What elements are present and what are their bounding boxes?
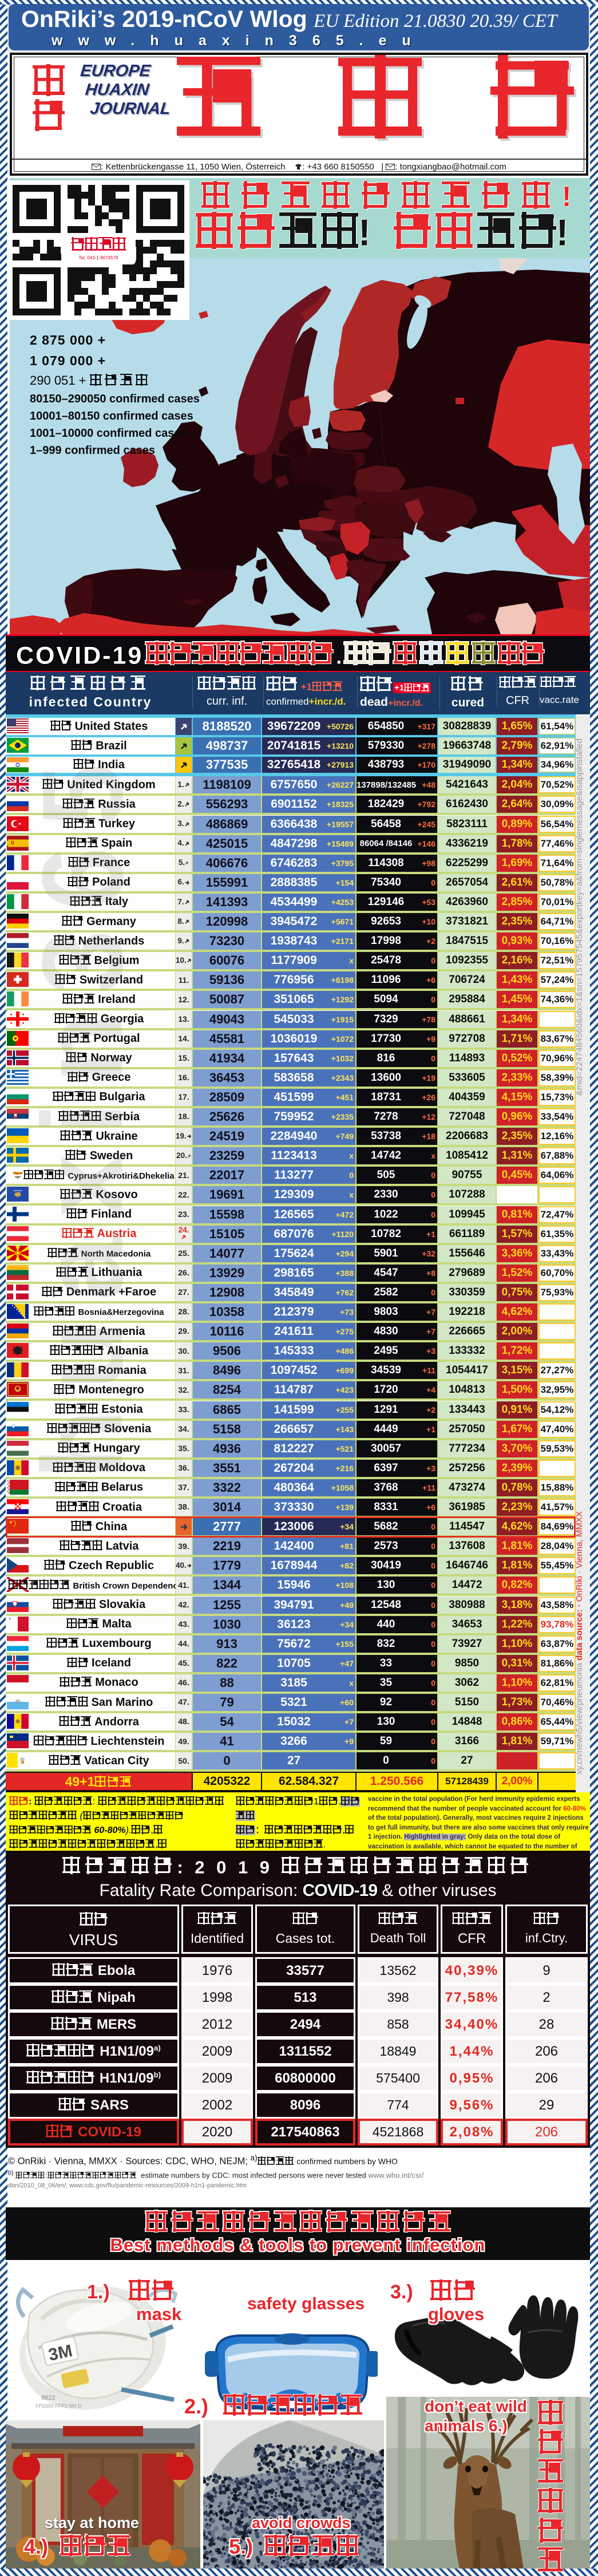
svg-text:FP2300 FFP2 NR D: FP2300 FFP2 NR D bbox=[35, 2403, 82, 2409]
svg-text:8822: 8822 bbox=[41, 2395, 55, 2401]
